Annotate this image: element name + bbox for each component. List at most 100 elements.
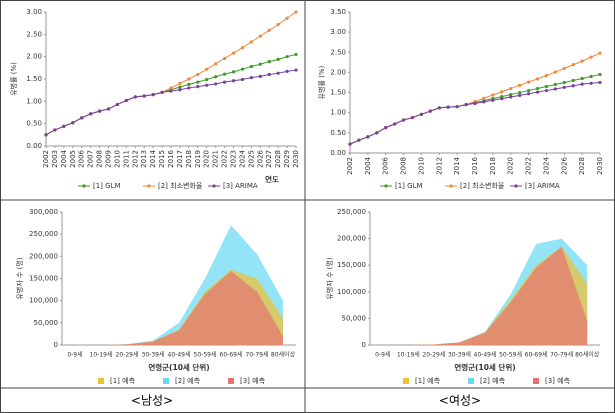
- point: [580, 82, 584, 86]
- x-tick-label: 70-79세: [246, 351, 269, 359]
- point: [562, 85, 566, 89]
- point: [187, 82, 191, 86]
- point: [178, 81, 182, 86]
- x-tick-label: 2025: [247, 150, 255, 168]
- x-tick-label: 2030: [596, 157, 604, 175]
- x-tick-label: 2024: [542, 156, 550, 174]
- x-tick-label: 2016: [471, 156, 479, 174]
- point: [151, 93, 155, 97]
- point: [187, 77, 191, 81]
- point: [205, 83, 209, 87]
- point: [571, 84, 575, 88]
- point: [258, 34, 262, 38]
- legend-label: [2] 예측: [175, 376, 201, 385]
- point: [589, 55, 593, 59]
- point: [401, 118, 406, 122]
- x-tick-label: 10-19세: [397, 351, 420, 359]
- x-tick-label: 2020: [203, 150, 211, 168]
- x-tick-label: 2007: [87, 150, 95, 168]
- point: [196, 72, 200, 77]
- point: [133, 95, 137, 99]
- x-tick-label: 2027: [265, 150, 273, 168]
- y-tick-label: 100,000: [29, 297, 58, 305]
- point: [509, 86, 513, 91]
- x-tick-label: 2009: [105, 150, 113, 168]
- x-tick-label: 0-9세: [375, 351, 390, 359]
- y-tick-label: 0.50: [330, 129, 346, 137]
- y-tick-label: 3.50: [330, 8, 346, 16]
- point: [375, 131, 379, 135]
- legend-marker: [212, 184, 216, 188]
- point: [384, 126, 388, 130]
- legend-swatch: [98, 378, 104, 384]
- legend-label: [3] 예측: [545, 376, 571, 385]
- x-tick-label: 2023: [230, 150, 238, 168]
- point: [294, 68, 298, 72]
- x-tick-label: 20-29세: [116, 351, 139, 359]
- point: [571, 78, 575, 83]
- point: [178, 85, 182, 89]
- point: [97, 109, 102, 113]
- legend-swatch: [163, 378, 169, 384]
- y-tick-label: 0.50: [26, 120, 42, 128]
- point: [249, 64, 253, 69]
- legend-label: [1] 예측: [415, 376, 441, 385]
- y-tick-label: 200,000: [29, 252, 58, 260]
- y-tick-label: 0: [54, 341, 58, 349]
- point: [214, 82, 218, 86]
- point: [240, 77, 245, 82]
- point: [580, 59, 584, 63]
- x-tick-label: 2019: [194, 150, 202, 168]
- point: [419, 112, 424, 116]
- point: [53, 128, 57, 132]
- line: [45, 69, 297, 136]
- point: [500, 97, 504, 101]
- point: [294, 10, 298, 14]
- x-tick-label: 10-19세: [90, 351, 113, 359]
- x-axis-title: 연령군(10세 단위): [454, 362, 515, 372]
- legend-label: [3] 예측: [240, 376, 266, 385]
- point: [294, 52, 298, 57]
- x-tick-label: 0-9세: [67, 351, 82, 359]
- point: [249, 76, 253, 80]
- point: [518, 83, 522, 87]
- point: [437, 106, 441, 110]
- y-axis-title: 유병자 수 (명): [15, 257, 24, 299]
- x-tick-label: 2013: [140, 150, 148, 168]
- y-tick-label: 3.00: [330, 28, 346, 36]
- x-tick-label: 2018: [489, 157, 497, 175]
- y-tick-label: 1.50: [330, 89, 346, 97]
- x-tick-label: 2014: [453, 156, 461, 174]
- caption: <여성>: [439, 394, 481, 408]
- line: [349, 52, 601, 145]
- x-tick-label: 2021: [212, 150, 220, 168]
- point: [222, 72, 227, 76]
- legend-label: [3] ARIMA: [525, 182, 560, 190]
- x-tick-label: 2029: [283, 150, 291, 168]
- x-tick-label: 50-59세: [194, 351, 217, 359]
- x-tick-label: 40-49세: [474, 351, 497, 359]
- point: [44, 133, 48, 137]
- point: [410, 115, 415, 120]
- x-tick-label: 50-59세: [499, 351, 522, 359]
- point: [276, 57, 280, 61]
- point: [169, 86, 173, 90]
- area: [75, 270, 283, 345]
- x-axis-title: 연령군(10세 단위): [148, 362, 209, 372]
- point: [544, 88, 549, 93]
- x-axis-title: 연도: [265, 174, 279, 184]
- point: [276, 71, 280, 75]
- point: [491, 93, 495, 97]
- x-tick-label: 30-39세: [142, 351, 165, 359]
- legend-label: [1] GLM: [395, 182, 423, 190]
- point: [366, 135, 370, 139]
- legend-label: [3] ARIMA: [223, 182, 258, 190]
- x-tick-label: 2028: [578, 157, 586, 175]
- y-tick-label: 300,000: [29, 208, 58, 216]
- legend-swatch: [403, 378, 409, 384]
- legend-marker: [514, 184, 518, 188]
- x-tick-label: 2026: [560, 156, 568, 174]
- y-tick-label: 150,000: [337, 261, 366, 269]
- point: [115, 102, 120, 107]
- x-tick-label: 2008: [400, 157, 408, 175]
